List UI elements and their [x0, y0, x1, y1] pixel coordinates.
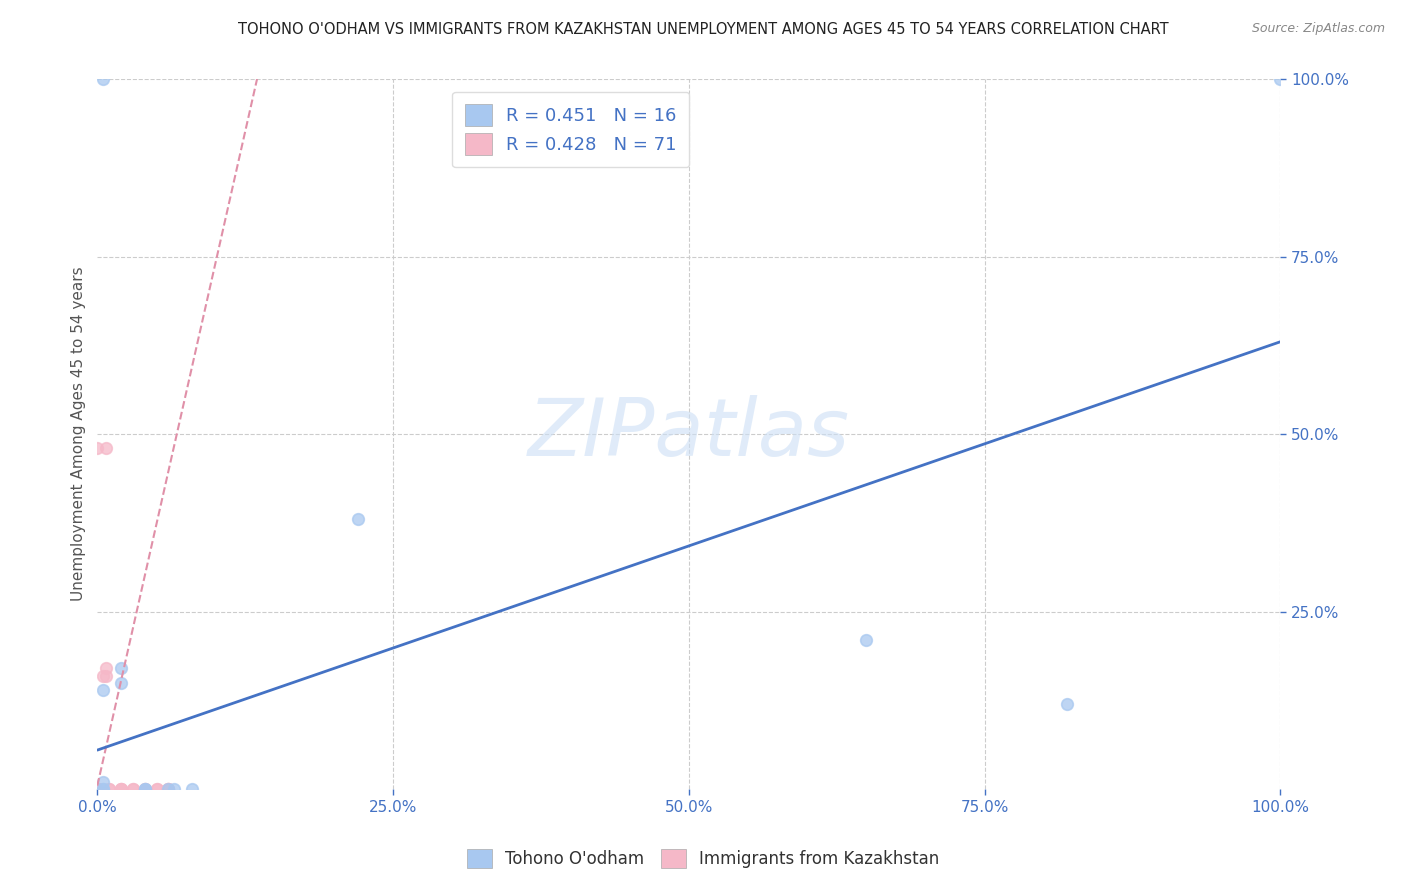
Point [121, 782, 143, 797]
Point [1270, 72, 1292, 87]
Point [86, 782, 108, 797]
Point [86, 782, 108, 797]
Point [91, 782, 114, 797]
Point [86, 782, 108, 797]
Point [86, 782, 108, 797]
Point [86, 782, 108, 797]
Y-axis label: Unemployment Among Ages 45 to 54 years: Unemployment Among Ages 45 to 54 years [72, 267, 86, 601]
Point [86, 782, 108, 797]
Point [157, 782, 180, 797]
Point [91, 782, 114, 797]
Point [110, 782, 132, 797]
Point [145, 782, 167, 797]
Point [86, 782, 108, 797]
Point [86, 782, 108, 797]
Point [1056, 697, 1078, 711]
Point [86, 782, 108, 797]
Point [86, 782, 108, 797]
Point [110, 661, 132, 675]
Point [91, 775, 114, 789]
Point [86, 782, 108, 797]
Point [855, 632, 877, 647]
Point [91, 72, 114, 87]
Point [86, 442, 108, 456]
Point [145, 782, 167, 797]
Point [98, 782, 121, 797]
Text: TOHONO O'ODHAM VS IMMIGRANTS FROM KAZAKHSTAN UNEMPLOYMENT AMONG AGES 45 TO 54 YE: TOHONO O'ODHAM VS IMMIGRANTS FROM KAZAKH… [238, 22, 1168, 37]
Point [86, 782, 108, 797]
Point [86, 782, 108, 797]
Point [94, 661, 117, 675]
Point [110, 675, 132, 690]
Point [134, 782, 156, 797]
Point [110, 782, 132, 797]
Point [86, 782, 108, 797]
Point [86, 782, 108, 797]
Point [86, 782, 108, 797]
Point [91, 668, 114, 682]
Point [86, 782, 108, 797]
Point [86, 782, 108, 797]
Text: ZIPatlas: ZIPatlas [527, 395, 851, 473]
Point [91, 682, 114, 697]
Point [86, 782, 108, 797]
Point [86, 782, 108, 797]
Point [86, 782, 108, 797]
Point [86, 782, 108, 797]
Point [94, 668, 117, 682]
Point [86, 782, 108, 797]
Point [86, 782, 108, 797]
Point [86, 782, 108, 797]
Point [86, 782, 108, 797]
Point [86, 782, 108, 797]
Point [121, 782, 143, 797]
Point [181, 782, 204, 797]
Point [86, 782, 108, 797]
Point [110, 782, 132, 797]
Point [157, 782, 180, 797]
Text: Source: ZipAtlas.com: Source: ZipAtlas.com [1251, 22, 1385, 36]
Point [86, 782, 108, 797]
Point [134, 782, 156, 797]
Point [134, 782, 156, 797]
Legend: Tohono O'odham, Immigrants from Kazakhstan: Tohono O'odham, Immigrants from Kazakhst… [460, 843, 946, 875]
Point [86, 782, 108, 797]
Point [98, 782, 121, 797]
Point [86, 782, 108, 797]
Point [94, 442, 117, 456]
Point [86, 782, 108, 797]
Point [86, 782, 108, 797]
Point [346, 512, 368, 526]
Point [163, 782, 186, 797]
Point [86, 782, 108, 797]
Point [134, 782, 156, 797]
Point [86, 782, 108, 797]
Point [86, 782, 108, 797]
Point [86, 782, 108, 797]
Point [86, 782, 108, 797]
Point [86, 782, 108, 797]
Point [157, 782, 180, 797]
Point [157, 782, 180, 797]
Point [86, 782, 108, 797]
Legend: R = 0.451   N = 16, R = 0.428   N = 71: R = 0.451 N = 16, R = 0.428 N = 71 [451, 92, 689, 167]
